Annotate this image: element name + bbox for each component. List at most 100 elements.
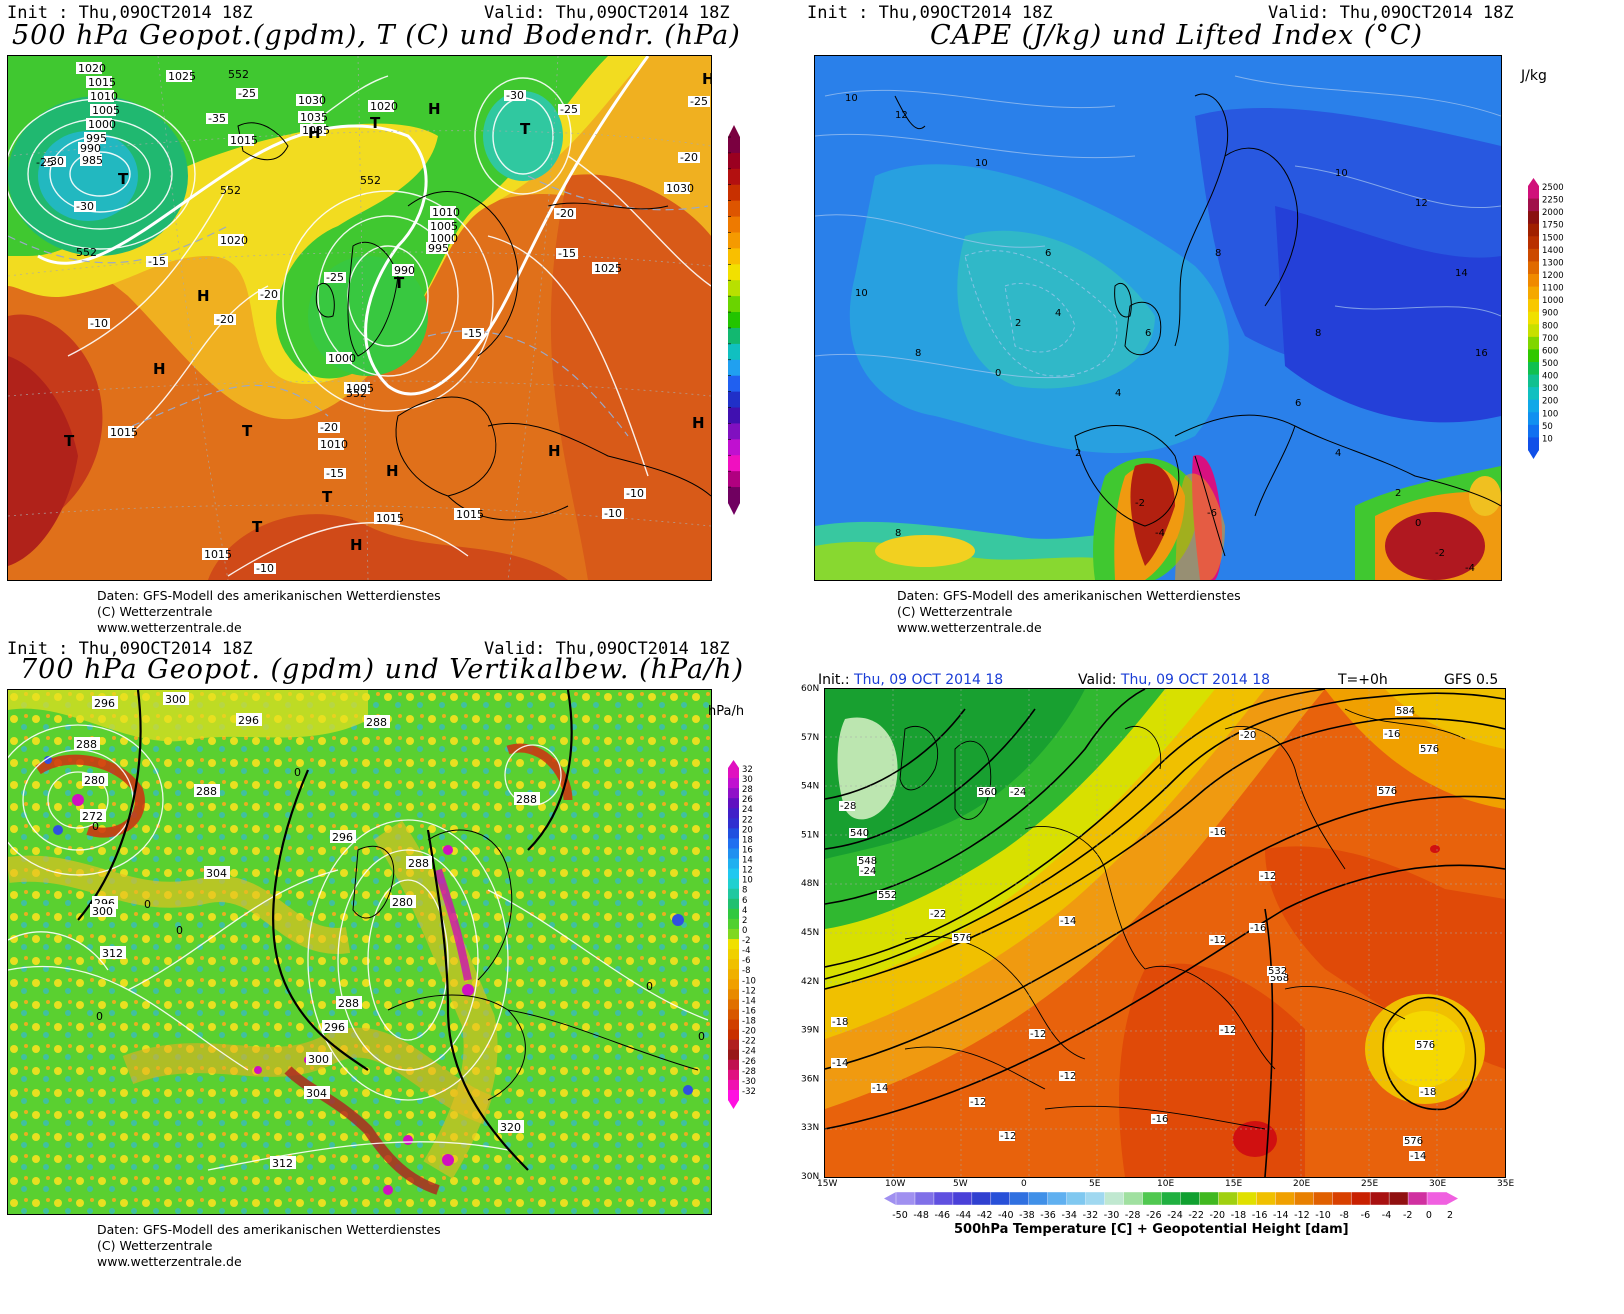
svg-text:-16: -16 [1210,827,1226,838]
longitude-tick: 30E [1429,1179,1446,1189]
colorbar-tick: -16 [742,1006,756,1016]
colorbar-tick: 28 [742,785,753,795]
svg-text:1010: 1010 [432,206,460,219]
low-marker: T [64,432,75,450]
svg-text:304: 304 [206,867,227,880]
svg-text:300: 300 [92,905,113,918]
colorbar-swatch [1142,1191,1163,1206]
temperature-label: -15 [556,247,578,260]
li-label: 4 [1115,388,1121,399]
latitude-tick: 39N [801,1026,819,1036]
temperature-label: -10 [254,562,276,575]
pressure-label: 1010 [430,206,460,219]
colorbar-swatch [1528,399,1539,413]
colorbar-swatch [728,848,739,860]
colorbar-swatch [728,1069,739,1081]
temperature-label: -35 [206,112,228,125]
li-label: 12 [1415,198,1428,209]
colorbar-tick: 1400 [1542,246,1564,256]
colorbar-tick: 800 [1542,321,1558,331]
panel-gfs-500hpa: Init.: Thu, 09 OCT 2014 18 Valid: Thu, 0… [800,660,1624,1314]
li-label: 6 [1045,248,1051,259]
colorbar-swatch [728,248,740,265]
svg-text:1020: 1020 [78,62,106,75]
svg-text:-15: -15 [558,247,576,260]
svg-text:548: 548 [858,856,877,867]
svg-text:-18: -18 [1420,1087,1436,1098]
colorbar-swatch [728,168,740,186]
svg-text:288: 288 [338,997,359,1010]
svg-text:552: 552 [76,246,97,259]
low-marker: T [370,114,381,132]
svg-text:1020: 1020 [370,100,398,113]
high-marker: H [197,287,210,305]
li-label: 10 [845,93,858,104]
li-label: 2 [1015,318,1021,329]
pressure-label: 1015 [228,134,258,147]
pressure-label: 1005 [90,104,120,117]
li-label: -2 [1135,498,1145,509]
colorbar-swatch [1528,299,1539,313]
svg-text:296: 296 [332,831,353,844]
colorbar-swatch [1028,1191,1049,1206]
height-label: 560 [977,787,997,798]
colorbar-caption: 500hPa Temperature [C] + Geopotential He… [954,1222,1349,1237]
svg-text:-20: -20 [1240,730,1256,741]
svg-text:576: 576 [1404,1136,1423,1147]
colorbar-swatch [728,423,740,440]
colorbar-swatch [728,979,739,990]
high-marker: H [153,360,166,378]
longitude-tick: 35E [1497,1179,1514,1189]
svg-text:552: 552 [228,68,249,81]
svg-text:300: 300 [165,693,186,706]
height-label: 540 [849,828,869,839]
svg-text:1000: 1000 [430,232,458,245]
height-label: 584 [1395,706,1415,717]
colorbar-tick: 1300 [1542,258,1564,268]
temperature-label: -20 [678,151,700,164]
colorbar-swatch [952,1191,973,1206]
panel-700hpa: Init : Thu,09OCT2014 18Z Valid: Thu,09OC… [0,639,800,1314]
longitude-tick: 5E [1089,1179,1101,1189]
colorbar-tick: 2 [742,916,747,926]
pressure-label: 985 [80,154,103,167]
svg-text:-20: -20 [680,151,698,164]
model-label: GFS 0.5 [1444,672,1499,688]
temperature-label: -10 [624,487,646,500]
pressure-label: 1015 [86,76,116,89]
colorbar-swatch [1528,248,1539,262]
temperature-label: -16 [1151,1114,1168,1125]
colorbar-swatch [728,798,739,809]
colorbar-swatch [728,471,740,488]
colorbar-swatch [1047,1191,1068,1206]
svg-text:1015: 1015 [456,508,484,521]
colorbar-tick: -4 [1382,1210,1391,1221]
temperature-label: -30 [44,155,66,168]
svg-text:-16: -16 [1384,729,1400,740]
li-label: 8 [895,528,901,539]
high-marker: H [548,442,561,460]
temperature-label: -16 [1383,729,1400,740]
low-marker: T [520,120,531,138]
temperature-label: -12 [1059,1071,1076,1082]
svg-text:1025: 1025 [594,262,622,275]
li-label: 10 [975,158,988,169]
zero-label: 0 [144,898,151,911]
colorbar-swatch [728,928,739,940]
high-marker: H [386,462,399,480]
colorbar-swatch [1528,424,1539,438]
colorbar-swatch [728,359,740,377]
li-label: 2 [1075,448,1081,459]
pressure-label: 1015 [454,508,484,521]
svg-text:-18: -18 [832,1017,848,1028]
colorbar-tick: 32 [742,765,753,775]
geopotential-label: 280 [390,895,416,909]
svg-text:-12: -12 [1210,935,1226,946]
temperature-label: -14 [871,1083,888,1094]
colorbar-tick: -44 [956,1210,972,1221]
temperature-label: -25 [324,271,346,284]
colorbar-swatch [1085,1191,1106,1206]
pressure-label: 1000 [428,232,458,245]
colorbar-swatch [1528,198,1539,212]
temperature-label: -28 [839,801,856,812]
